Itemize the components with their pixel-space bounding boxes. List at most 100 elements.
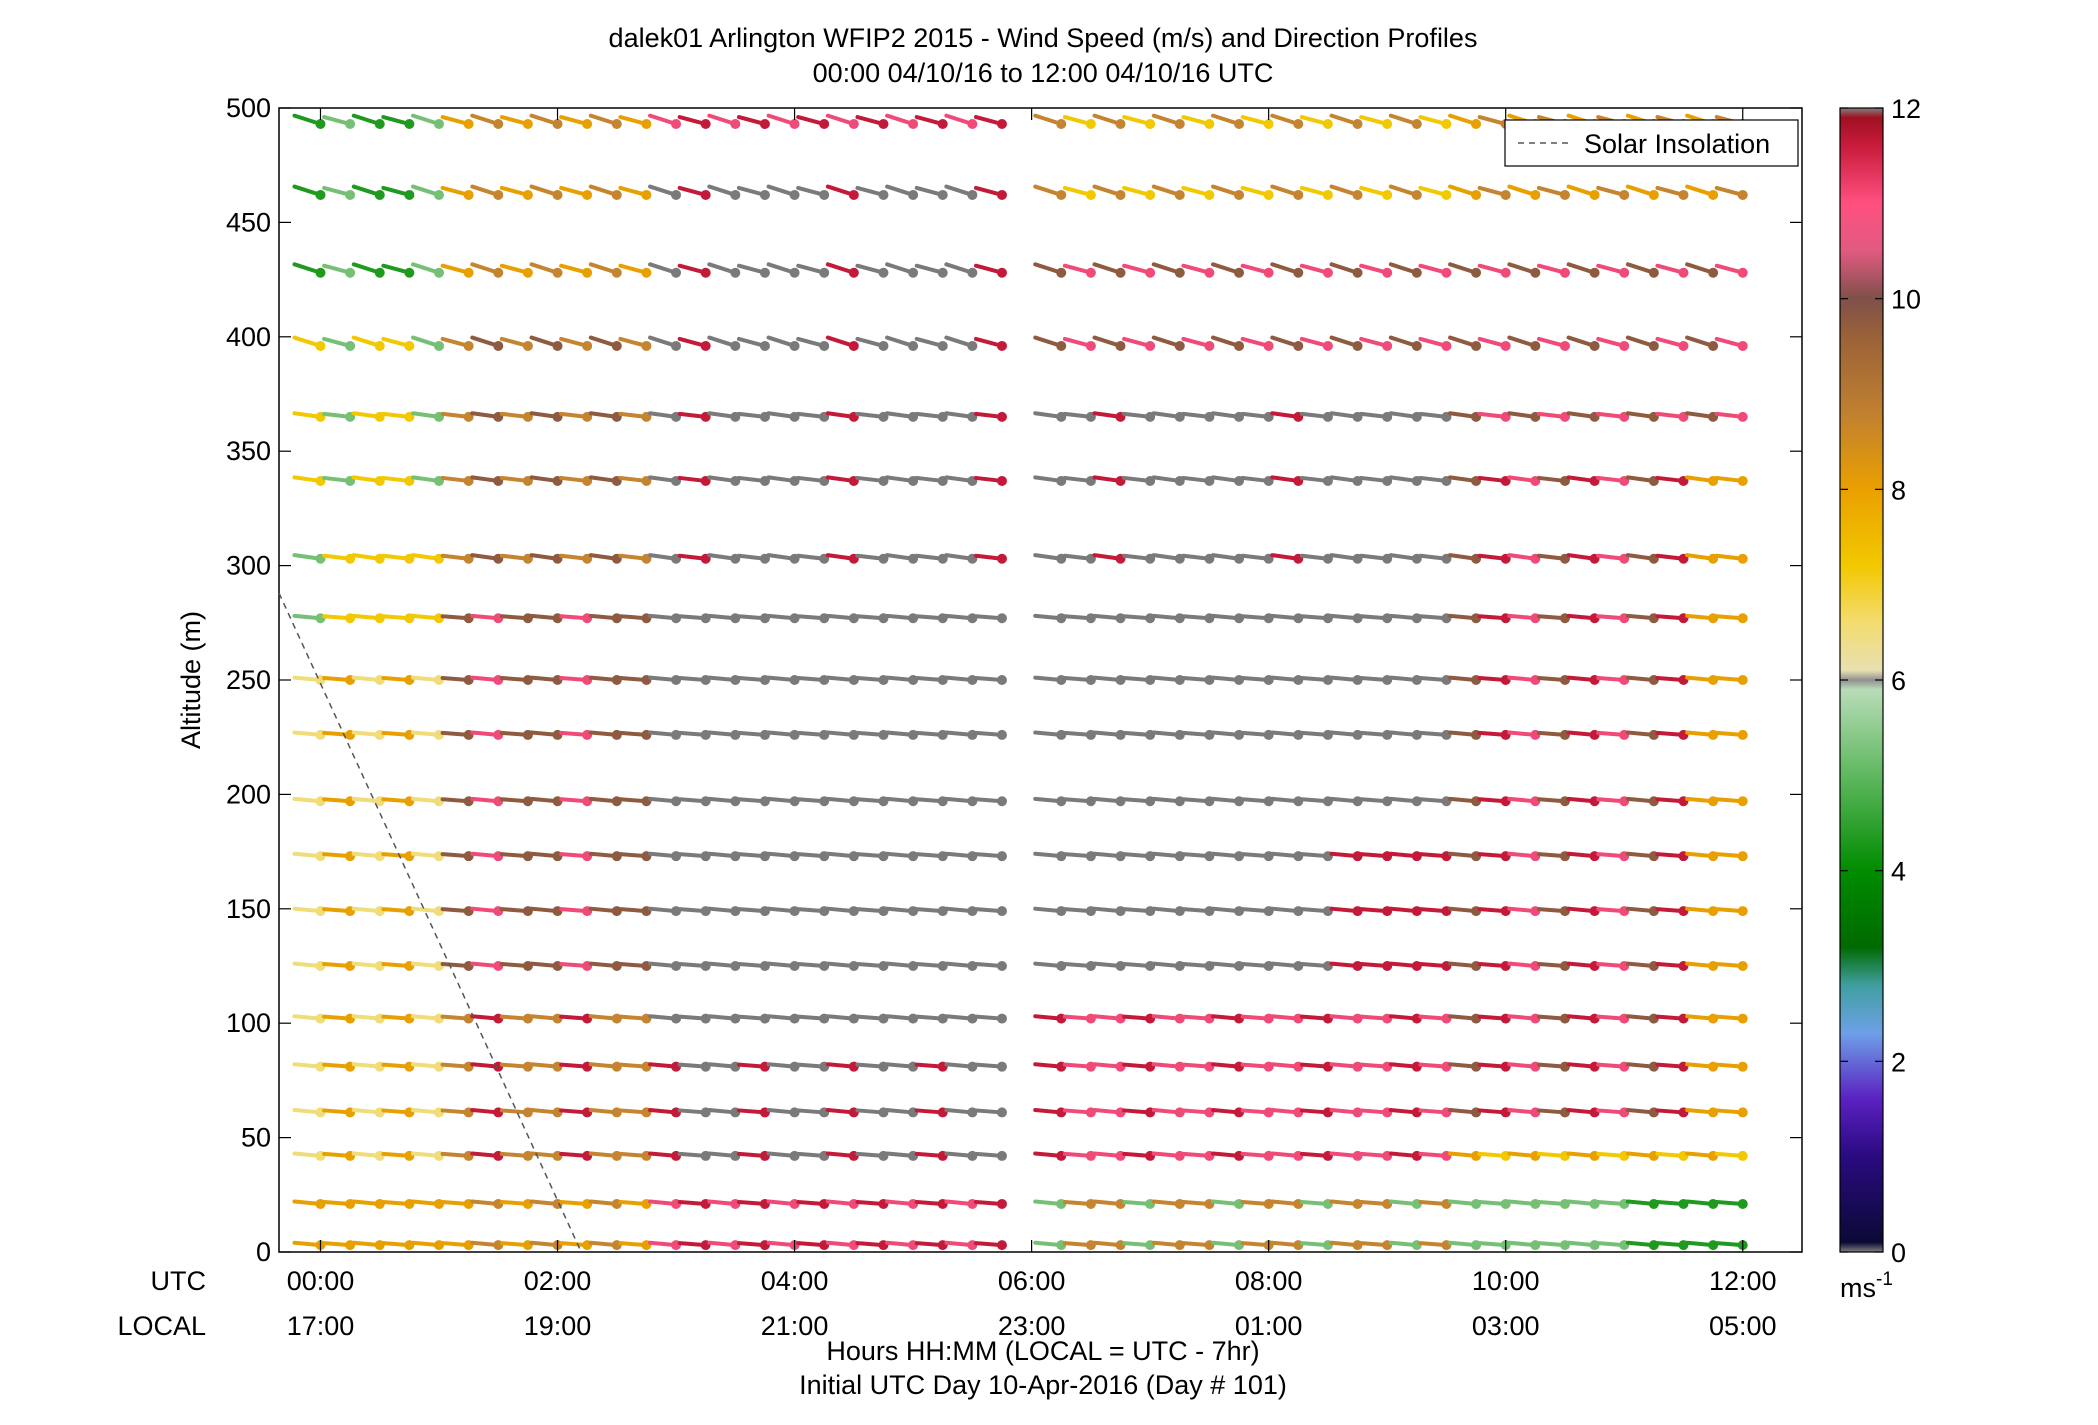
wind-barb-point	[1352, 119, 1363, 130]
wind-barb-point	[1619, 267, 1630, 278]
x-tick-label-local: 05:00	[1709, 1311, 1777, 1341]
wind-barb-point	[641, 267, 652, 278]
plot-area: 00:00 17:00 02:00 19:00 04:00 21:00 06:00 23:00…	[226, 93, 1803, 1341]
wind-barb-point	[1382, 340, 1393, 351]
wind-barb-point	[996, 553, 1007, 564]
wind-barb-point	[1737, 267, 1748, 278]
wind-barb-point	[1441, 340, 1452, 351]
x-tick-label-utc: 12:00	[1709, 1266, 1777, 1296]
colorbar: 0 2 4 6 8 10 12 ms-1	[1839, 94, 1921, 1303]
wind-barb-point	[1648, 340, 1659, 351]
wind-barb-point	[996, 1150, 1007, 1161]
wind-barb-point	[1708, 267, 1719, 278]
wind-barb-point	[996, 1061, 1007, 1072]
wind-barb-point	[1263, 267, 1274, 278]
wind-barb-point	[908, 267, 919, 278]
x-axis-ticks: 00:00 17:00 02:00 19:00 04:00 21:00 06:00 23:00…	[287, 108, 1777, 1341]
x-tick-label-local: 17:00	[287, 1311, 355, 1341]
y-tick-label: 350	[226, 436, 271, 466]
wind-barb-point	[1678, 340, 1689, 351]
wind-barb-point	[1500, 340, 1511, 351]
wind-barb-point	[582, 340, 593, 351]
wind-barb-point	[315, 119, 326, 130]
wind-barb-point	[1708, 340, 1719, 351]
wind-barb-point	[552, 119, 563, 130]
y-tick-label: 300	[226, 551, 271, 581]
wind-barb-point	[1737, 553, 1748, 564]
wind-barb-point	[908, 119, 919, 130]
wind-barb-point	[315, 189, 326, 200]
y-tick-label: 500	[226, 93, 271, 123]
y-tick-label: 50	[241, 1123, 271, 1153]
wind-barb-point	[1204, 189, 1215, 200]
chart-title-line1: dalek01 Arlington WFIP2 2015 - Wind Spee…	[609, 23, 1478, 53]
wind-barb-point	[552, 340, 563, 351]
wind-barb-point	[1322, 340, 1333, 351]
colorbar-unit: ms-1	[1840, 1269, 1893, 1303]
colorbar-tick-label: 4	[1891, 857, 1906, 887]
wind-barb-point	[996, 189, 1007, 200]
wind-barb-point	[730, 119, 741, 130]
wind-barb-point	[996, 1013, 1007, 1024]
wind-barb-point	[1441, 189, 1452, 200]
wind-barb-point	[1737, 1061, 1748, 1072]
wind-barb-point	[1085, 189, 1096, 200]
wind-barb-point	[1322, 189, 1333, 200]
wind-barb-point	[1441, 267, 1452, 278]
wind-barb-point	[1737, 340, 1748, 351]
wind-barb-point	[937, 340, 948, 351]
wind-barb-point	[996, 1107, 1007, 1118]
wind-barb-point	[493, 189, 504, 200]
wind-barb-point	[1530, 267, 1541, 278]
wind-barb-point	[878, 340, 889, 351]
wind-barb-point	[996, 1198, 1007, 1209]
wind-barb-point	[1559, 340, 1570, 351]
wind-barb-point	[522, 119, 533, 130]
wind-barb-point	[1500, 267, 1511, 278]
wind-barb-point	[937, 189, 948, 200]
wind-barb-point	[1471, 189, 1482, 200]
wind-barb-point	[1737, 961, 1748, 971]
wind-barb-point	[1411, 119, 1422, 130]
wind-barb-point	[1352, 340, 1363, 351]
wind-barb-point	[1174, 189, 1185, 200]
wind-barb-point	[1174, 119, 1185, 130]
wind-barb-point	[996, 340, 1007, 351]
wind-barb-point	[1737, 796, 1748, 807]
wind-barb-point	[1441, 119, 1452, 130]
colorbar-tick-label: 0	[1891, 1238, 1906, 1268]
x-tick-label-utc: 08:00	[1235, 1266, 1303, 1296]
wind-barb-point	[1648, 189, 1659, 200]
wind-barb-point	[1737, 675, 1748, 685]
wind-barb-point	[789, 119, 800, 130]
wind-barb-point	[315, 340, 326, 351]
wind-barb-point	[759, 340, 770, 351]
wind-barb-point	[996, 851, 1007, 862]
y-tick-label: 0	[256, 1237, 271, 1267]
wind-barb-point	[611, 267, 622, 278]
x-axis-label-line2: Initial UTC Day 10-Apr-2016 (Day # 101)	[799, 1370, 1287, 1400]
wind-barb-point	[967, 340, 978, 351]
wind-barb-point	[345, 189, 356, 200]
wind-barb-point	[1056, 189, 1067, 200]
wind-barb-point	[878, 267, 889, 278]
legend-box: Solar Insolation	[1504, 119, 1799, 167]
wind-barb-point	[996, 729, 1007, 740]
x-tick-label-local: 23:00	[998, 1311, 1066, 1341]
wind-barb-point	[493, 340, 504, 351]
wind-barb-point	[1619, 189, 1630, 200]
wind-barb-point	[434, 340, 445, 351]
wind-barb-point	[671, 119, 682, 130]
wind-barb-point	[641, 119, 652, 130]
wind-barb-point	[404, 189, 415, 200]
wind-barb-point	[1737, 189, 1748, 200]
wind-barb-point	[1737, 851, 1748, 862]
wind-barb-point	[1708, 189, 1719, 200]
wind-barb-point	[1293, 119, 1304, 130]
wind-barb-point	[996, 613, 1007, 624]
wind-barb-point	[819, 119, 830, 130]
colorbar-tick-label: 2	[1891, 1047, 1906, 1077]
wind-barb-point	[700, 119, 711, 130]
wind-barb-point	[937, 119, 948, 130]
wind-barb-point	[374, 340, 385, 351]
